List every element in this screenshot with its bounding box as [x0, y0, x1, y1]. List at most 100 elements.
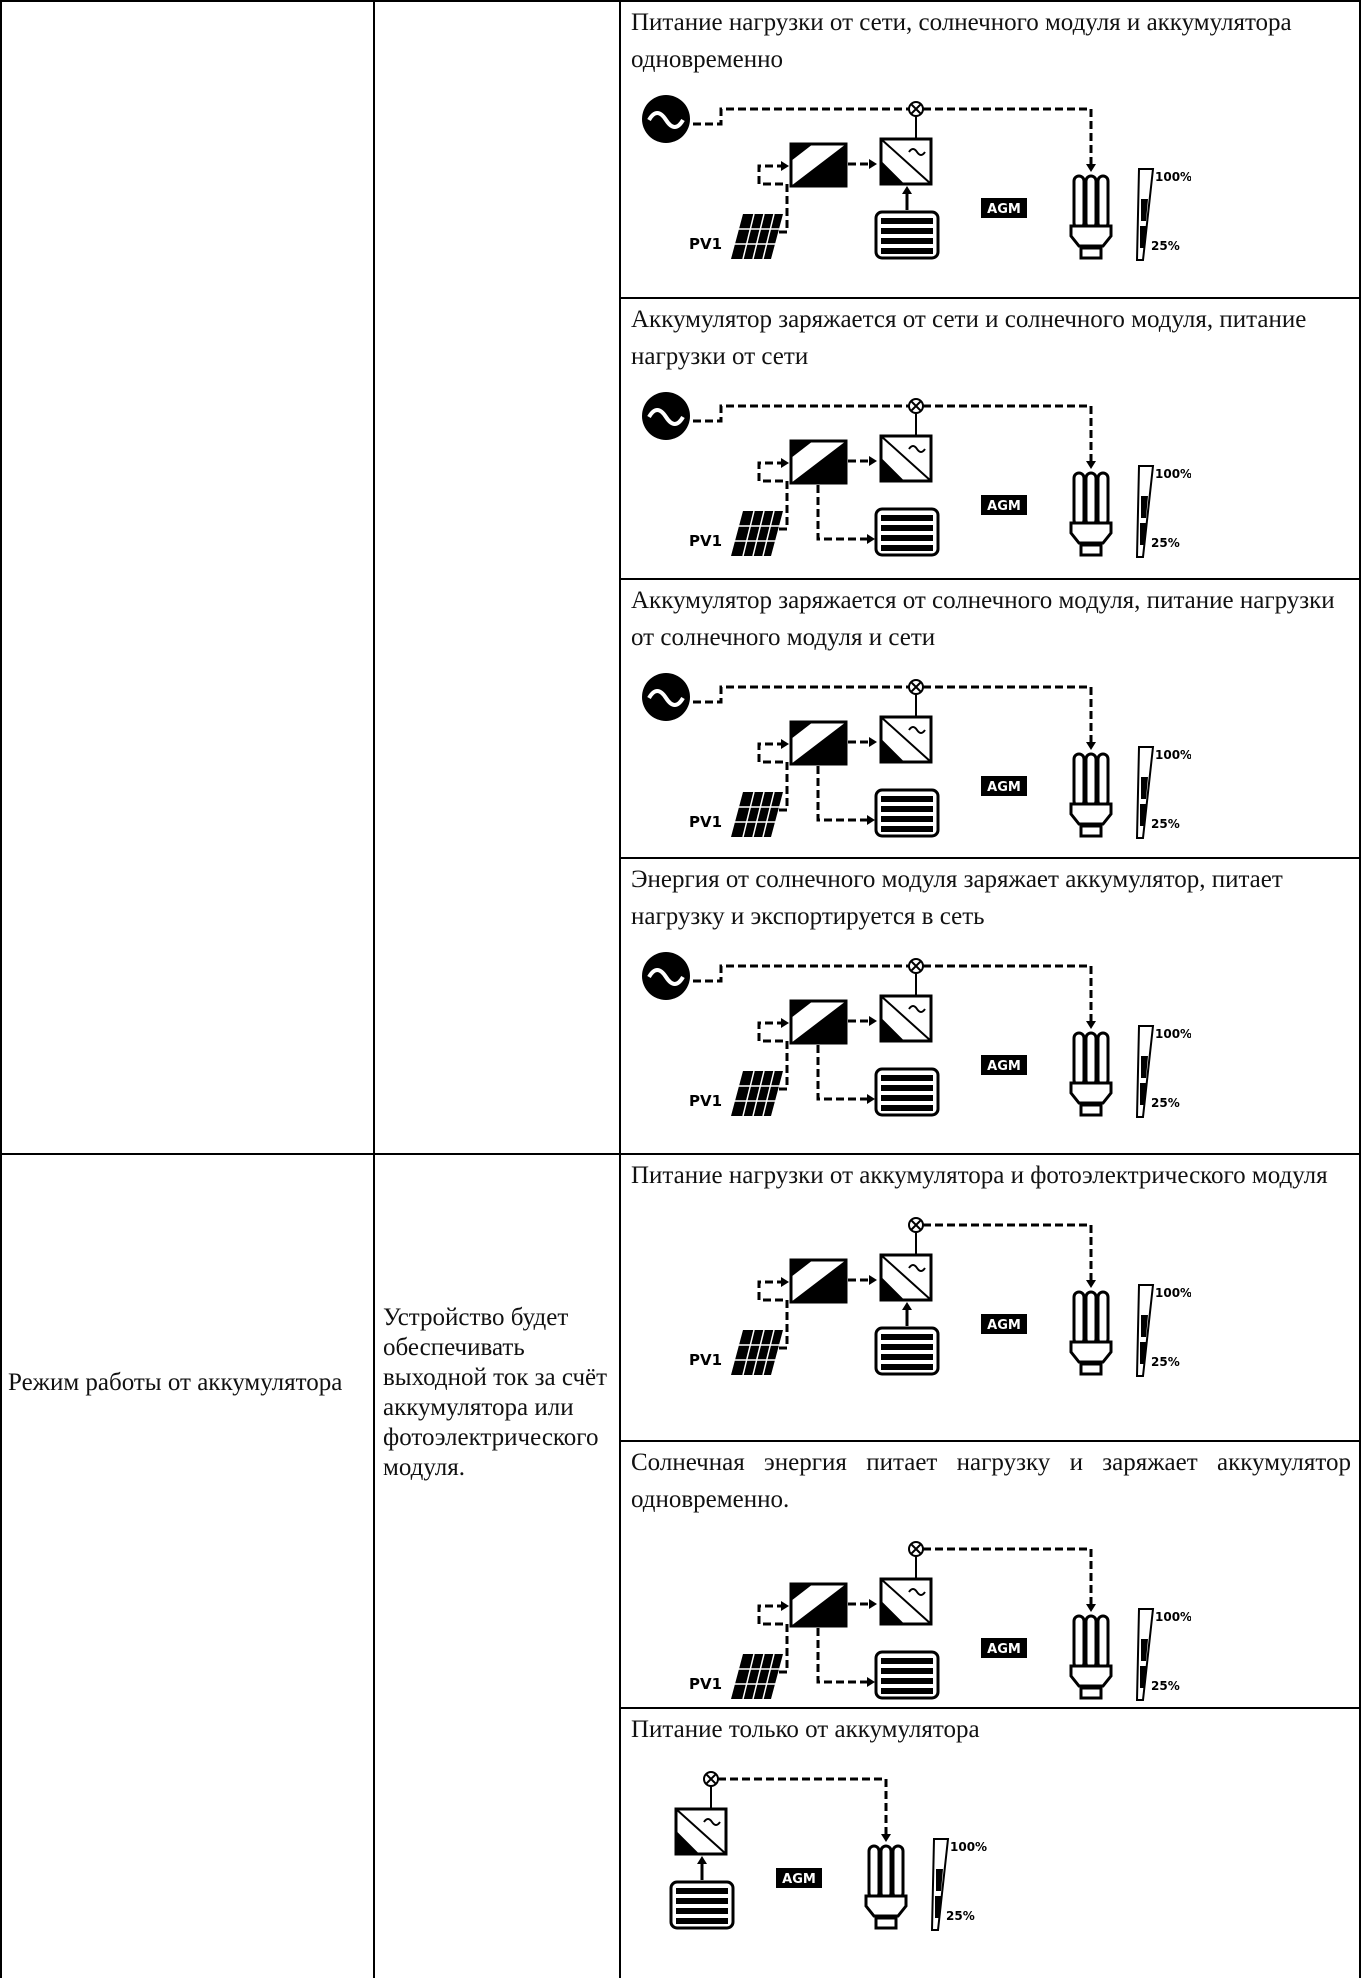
battery-cell	[881, 1334, 933, 1340]
inverter-fill	[880, 435, 932, 482]
battery-type: AGM	[987, 202, 1021, 217]
grid-line	[693, 107, 909, 126]
bulb-base	[1069, 224, 1113, 260]
level-low: 25%	[1151, 536, 1180, 550]
arrow-head	[869, 1275, 877, 1285]
battery-type: AGM	[987, 1318, 1021, 1333]
mppt-fill	[791, 1260, 846, 1302]
pv-grid	[762, 1653, 775, 1700]
battery-cell	[881, 1658, 933, 1664]
battery-cell	[881, 545, 933, 551]
bulb-tube	[1096, 471, 1110, 527]
level-high: 100%	[1155, 170, 1191, 184]
arrow-head	[881, 1834, 891, 1842]
pv-grid	[742, 1329, 755, 1376]
case-rule	[619, 1707, 1361, 1709]
level-low: 25%	[946, 1909, 975, 1923]
junction-x	[910, 400, 922, 412]
junction-x	[705, 1773, 717, 1785]
bulb-tube	[1084, 1614, 1098, 1670]
inverter-fill	[880, 995, 932, 1042]
battery-cell	[881, 1678, 933, 1684]
charge-line	[816, 485, 867, 541]
bulb-tube	[1072, 471, 1086, 527]
battery-cell	[881, 525, 933, 531]
level-high: 100%	[1155, 748, 1191, 762]
junction-x	[910, 103, 922, 115]
arrow-head	[697, 1856, 707, 1864]
junction-x	[910, 1219, 922, 1231]
charge-line	[816, 1045, 867, 1101]
battery-cell	[881, 1085, 933, 1091]
battery-cell	[881, 248, 933, 254]
bulb-tube	[867, 1844, 881, 1900]
bulb-tube	[1096, 174, 1110, 230]
case-caption: Питание нагрузки от аккумулятора и фотоэ…	[631, 1162, 1328, 1189]
grid-sine	[647, 408, 685, 426]
case-cell: Питание только от аккумулятора AGM 100% 25%	[621, 1709, 1359, 1978]
battery-type-box	[981, 776, 1027, 796]
pv-line	[757, 164, 789, 234]
battery-cell	[881, 535, 933, 541]
battery-type: AGM	[987, 780, 1021, 795]
battery-cell	[881, 218, 933, 224]
diagram: PV1 AGM 100% 25%	[642, 392, 1191, 558]
case-cell: Аккумулятор заряжается от солнечного мод…	[621, 580, 1359, 857]
bulb-tube	[1072, 1614, 1086, 1670]
arrow-head	[867, 815, 875, 825]
grid-line	[693, 964, 909, 983]
pv-panel	[731, 1654, 783, 1699]
arrow-head	[781, 1277, 789, 1287]
load-line	[923, 1547, 1093, 1604]
diagram-group: AGM 100% 25%	[669, 1771, 987, 1931]
case-caption: Аккумулятор заряжается от солнечного мод…	[631, 587, 1335, 651]
bulb-base	[1069, 1340, 1113, 1376]
mppt-fill	[791, 1584, 846, 1626]
bulb-tube	[891, 1844, 905, 1900]
bulb-tube	[879, 1844, 893, 1900]
column-rule	[373, 0, 375, 1978]
inverter-sine	[908, 1005, 926, 1013]
grid-sine	[647, 111, 685, 129]
arrow-head	[869, 1016, 877, 1026]
inverter-fill	[880, 1254, 932, 1301]
pv-grid	[752, 1653, 765, 1700]
case-caption: Аккумулятор заряжается от сети и солнечн…	[631, 306, 1307, 370]
battery-type-box	[981, 1055, 1027, 1075]
arrow-head	[1086, 461, 1096, 469]
battery-cell	[881, 1095, 933, 1101]
pv-grid	[762, 791, 775, 838]
grid-sine	[647, 689, 685, 707]
pv-grid	[752, 1329, 765, 1376]
bulb-tube	[1084, 174, 1098, 230]
diagram: AGM 100% 25%	[669, 1771, 987, 1931]
level-high: 100%	[1155, 1027, 1191, 1041]
level-low: 25%	[1151, 239, 1180, 253]
bulb-base	[1069, 1081, 1113, 1117]
battery-type-box	[776, 1868, 822, 1888]
battery-cell	[881, 1668, 933, 1674]
arrow-head	[867, 1677, 875, 1687]
arrow-head	[781, 1018, 789, 1028]
case-rule	[619, 297, 1361, 299]
level-low: 25%	[1151, 817, 1180, 831]
level-fill	[1140, 1315, 1148, 1364]
arrow-head	[1086, 1021, 1096, 1029]
mppt-fill	[791, 441, 846, 483]
pv-panel	[731, 214, 783, 259]
bulb-tube	[1072, 1031, 1086, 1087]
arrow-head	[1086, 1280, 1096, 1288]
arrow-head	[1086, 1604, 1096, 1612]
bulb-tube	[1096, 1290, 1110, 1346]
pv-panel	[731, 1071, 783, 1116]
level-fill	[1140, 496, 1148, 545]
arrow-head	[781, 161, 789, 171]
load-line	[923, 107, 1093, 164]
mode-cell: Режим работы от аккумулятора	[8, 1369, 343, 1396]
pv-label: PV1	[689, 532, 722, 550]
inverter-sine	[908, 445, 926, 453]
battery-cell	[881, 826, 933, 832]
table-rule	[0, 0, 1361, 2]
pv-line	[757, 1280, 789, 1350]
level-high: 100%	[950, 1840, 987, 1854]
